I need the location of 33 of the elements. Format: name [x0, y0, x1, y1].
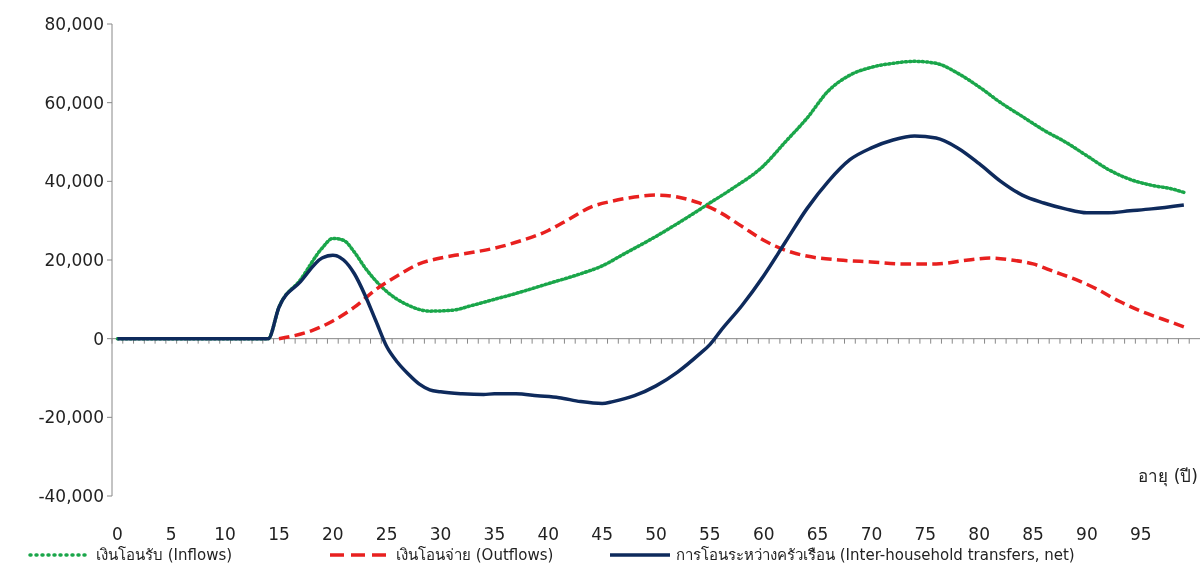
x-tick-label: 70: [860, 524, 883, 544]
x-tick-label: 30: [429, 524, 452, 544]
x-tick-label: 45: [591, 524, 613, 544]
y-tick-label: 0: [93, 328, 104, 349]
x-tick-label: 20: [322, 524, 344, 544]
x-axis-title: อายุ (ปี): [1138, 466, 1198, 487]
x-tick-label: 80: [968, 524, 990, 544]
y-tick-label: 40,000: [44, 171, 104, 192]
x-tick-label: 25: [375, 524, 398, 544]
y-tick-label: 80,000: [44, 13, 104, 34]
line-series: [115, 134, 1186, 406]
y-tick-label: 60,000: [44, 92, 104, 113]
x-tick-label: 15: [268, 524, 290, 544]
x-tick-label: 55: [699, 524, 721, 544]
x-tick-label: 5: [165, 524, 177, 544]
x-tick-label: 35: [483, 524, 506, 544]
x-tick-label: 95: [1129, 524, 1152, 544]
x-tick-label: 60: [752, 524, 775, 544]
legend-label: การโอนระหว่างครัวเรือน (Inter-household transfers, net): [676, 546, 1075, 565]
y-tick-label: -20,000: [38, 407, 104, 428]
y-tick-label: 20,000: [44, 249, 104, 270]
legend-label: เงินโอนจ่าย (Outflows): [396, 546, 554, 565]
line-series: [277, 193, 1186, 341]
x-tick-label: 40: [537, 524, 560, 544]
x-tick-label: 0: [111, 524, 123, 544]
x-tick-label: 75: [914, 524, 937, 544]
x-tick-label: 50: [645, 524, 667, 544]
x-tick-label: 90: [1076, 524, 1098, 544]
x-tick-label: 10: [214, 524, 236, 544]
x-tick-label: 65: [806, 524, 829, 544]
legend-label: เงินโอนรับ (Inflows): [96, 546, 233, 565]
y-tick-label: -40,000: [38, 485, 104, 506]
x-tick-label: 85: [1022, 524, 1044, 544]
